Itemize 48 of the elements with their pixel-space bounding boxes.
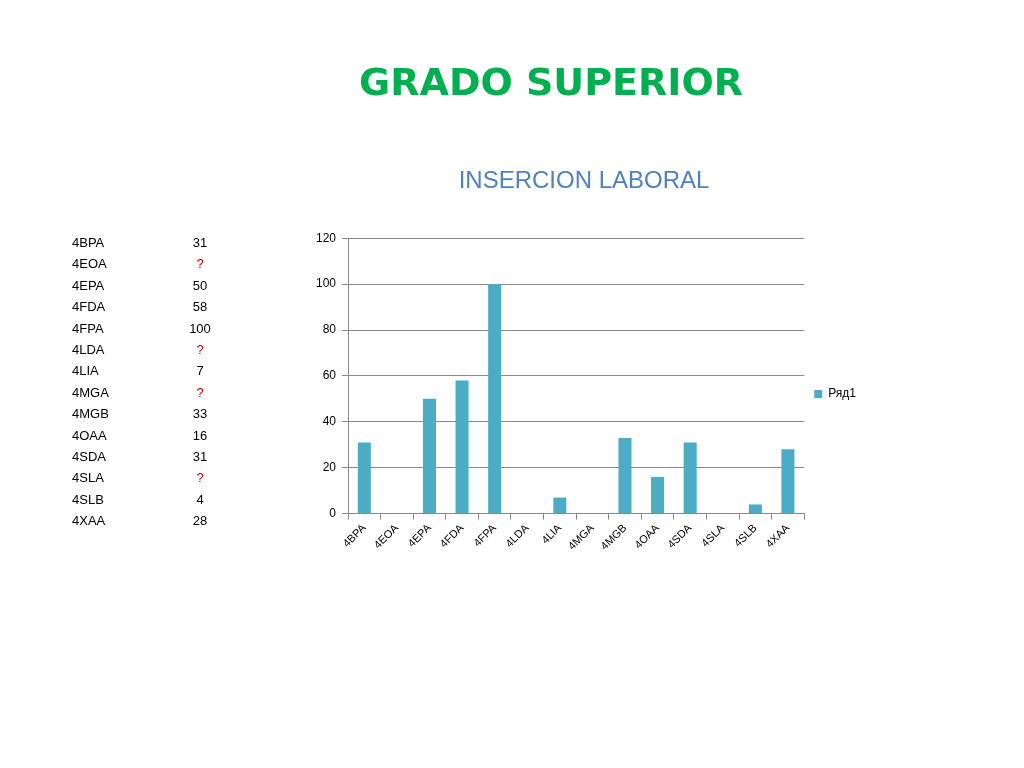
bar bbox=[781, 449, 795, 514]
category-label: 4SLA bbox=[72, 470, 104, 486]
bar bbox=[357, 442, 371, 514]
y-tick-label: 120 bbox=[315, 230, 337, 245]
y-tick-label: 20 bbox=[322, 460, 337, 475]
bar bbox=[748, 504, 762, 514]
text: ? bbox=[196, 341, 204, 357]
y-tick-label: 100 bbox=[315, 276, 337, 291]
y-tick-label: 40 bbox=[322, 414, 337, 429]
bar bbox=[651, 476, 665, 514]
bar bbox=[488, 284, 502, 514]
category-label: 4BPA bbox=[72, 235, 105, 250]
chart-subtitle: INSERCION LABORAL bbox=[457, 166, 711, 195]
chart-title: GRADO SUPERIOR bbox=[358, 60, 744, 106]
category-label: 4EOA bbox=[72, 256, 107, 272]
text: 50 bbox=[192, 277, 208, 293]
category-label: 4LDA bbox=[72, 341, 105, 357]
category-label: 4FPA bbox=[72, 320, 104, 336]
category-label: 4LIA bbox=[72, 363, 99, 379]
category-label: 4SLB bbox=[72, 491, 104, 507]
bar bbox=[422, 398, 436, 514]
text: 16 bbox=[192, 427, 208, 443]
text: 7 bbox=[196, 363, 204, 379]
bar bbox=[553, 497, 567, 514]
category-label: 4FDA bbox=[72, 299, 106, 315]
category-label: 4MGA bbox=[72, 384, 109, 400]
text: 31 bbox=[192, 448, 208, 464]
y-tick-label: 60 bbox=[322, 368, 337, 383]
y-tick-label: 0 bbox=[329, 505, 337, 520]
text: ? bbox=[196, 256, 204, 272]
x-tick-label: 4LIA bbox=[538, 520, 564, 546]
category-label: 4EPA bbox=[72, 277, 105, 293]
text: 31 bbox=[192, 235, 208, 250]
text: 28 bbox=[192, 513, 208, 529]
text: ? bbox=[196, 470, 204, 486]
bar bbox=[683, 442, 697, 514]
bar bbox=[618, 437, 632, 514]
y-tick-label: 80 bbox=[322, 322, 337, 337]
category-label: 4OAA bbox=[72, 427, 107, 443]
text: ? bbox=[196, 384, 204, 400]
text: 100 bbox=[189, 320, 211, 336]
text: 58 bbox=[192, 299, 208, 315]
legend-label: Ряд1 bbox=[828, 386, 857, 401]
category-label: 4MGB bbox=[72, 406, 109, 422]
category-label: 4SDA bbox=[72, 448, 106, 464]
text: 4 bbox=[196, 491, 204, 507]
text: 33 bbox=[192, 406, 208, 422]
bar bbox=[455, 380, 469, 514]
